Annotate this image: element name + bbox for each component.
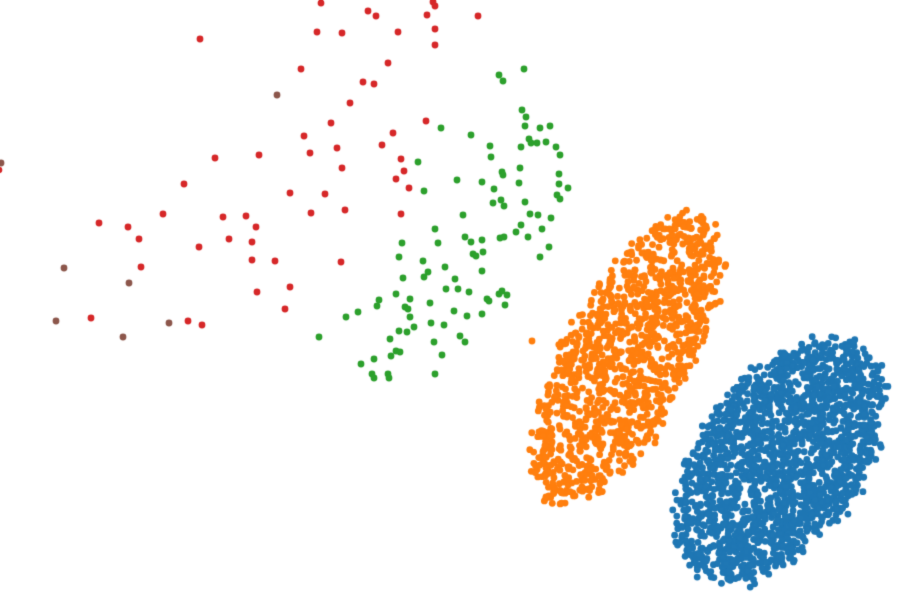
chart-page: [0, 0, 899, 596]
scatter-canvas: [0, 0, 899, 596]
scatter-chart: [0, 0, 899, 596]
